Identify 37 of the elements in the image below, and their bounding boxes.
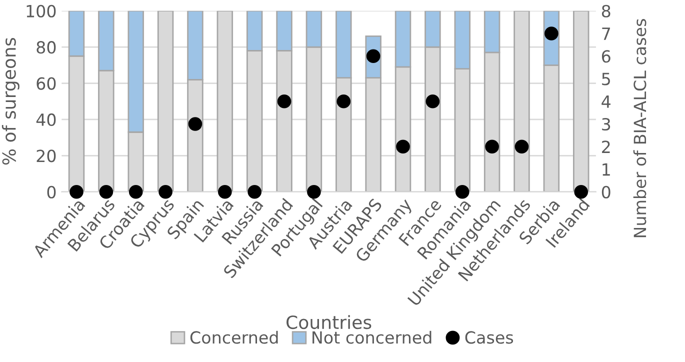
y-axis-title: % of surgeons <box>2 38 20 165</box>
y-tick-label: 0 <box>47 186 56 198</box>
y2-tick-label: 2 <box>602 140 610 153</box>
point <box>455 184 470 199</box>
legend-label: Concerned <box>190 330 278 344</box>
y2-axis-title: Number of BIA-ALCL cases <box>633 19 646 238</box>
point <box>218 184 232 199</box>
y2-tick-label: 6 <box>602 50 610 63</box>
point <box>277 94 292 108</box>
y2-tick-label: 3 <box>602 118 610 131</box>
point <box>514 140 529 154</box>
y2-tick-label: 0 <box>602 186 610 198</box>
point <box>128 184 143 199</box>
y2-tick-label: 7 <box>602 28 610 40</box>
legend-label: Not concerned <box>312 330 432 344</box>
y2-tick-label: 5 <box>602 72 610 86</box>
point <box>307 184 321 199</box>
point <box>574 184 588 199</box>
y2-tick-label: 8 <box>602 4 610 18</box>
x-axis-title: Countries <box>286 315 372 330</box>
point <box>70 184 84 199</box>
y-tick-label: 60 <box>36 77 56 90</box>
y-tick-label: 20 <box>36 150 56 162</box>
y2-tick-label: 1 <box>602 163 610 176</box>
point <box>485 140 499 154</box>
point <box>396 140 410 154</box>
y2-tick-label: 4 <box>602 96 610 108</box>
point <box>188 117 202 131</box>
point <box>336 94 351 108</box>
y-tick-label: 100 <box>26 4 56 18</box>
y-tick-label: 40 <box>36 113 56 126</box>
point <box>99 184 114 199</box>
point <box>248 184 262 199</box>
point <box>426 94 440 108</box>
y-tick-label: 80 <box>36 41 56 54</box>
legend-label: Cases <box>465 331 514 344</box>
point <box>158 184 172 199</box>
